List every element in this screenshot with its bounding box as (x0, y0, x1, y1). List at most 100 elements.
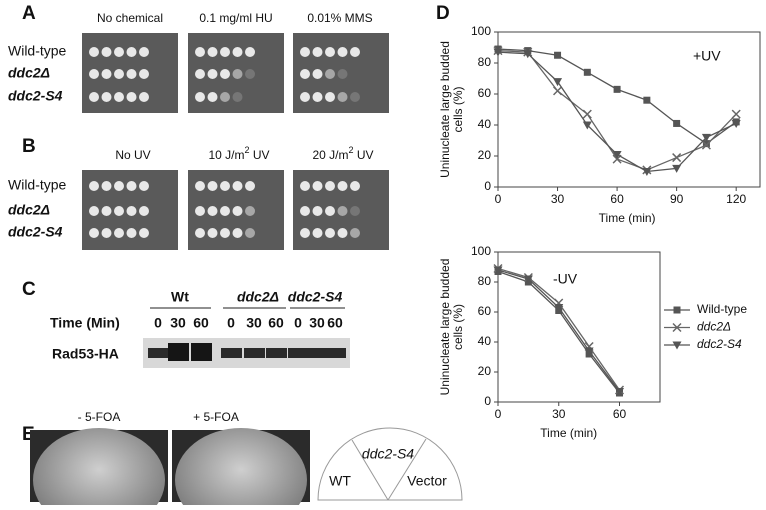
panel-letter: A (22, 3, 36, 24)
colony-spot (325, 206, 335, 216)
colony-spot (139, 92, 149, 102)
x-axis-label: Time (min) (599, 211, 656, 225)
marker-triangle (701, 133, 711, 142)
marker-triangle (554, 304, 564, 312)
row-label: ddc2Δ (8, 65, 50, 81)
time-label: 60 (327, 315, 343, 331)
marker-x (672, 153, 682, 163)
marker-triangle (493, 266, 503, 275)
protein-label: Rad53-HA (52, 346, 119, 362)
blot-band (148, 348, 169, 358)
blot-band (244, 348, 265, 358)
group-label: Wt (171, 289, 189, 305)
marker-triangle (615, 388, 624, 396)
colony-spot (312, 69, 323, 79)
time-label: 0 (154, 315, 162, 331)
colony-spot (195, 47, 205, 57)
colony-spot (195, 206, 205, 216)
marker-triangle (642, 168, 652, 176)
legend-label: ddc2Δ (697, 320, 731, 334)
panel-letter: D (436, 3, 450, 24)
y-tick-label: 20 (478, 148, 492, 162)
colony-spot (312, 47, 323, 57)
x-tick-label: 90 (670, 192, 684, 206)
sector-label: WT (329, 473, 351, 489)
colony-spot (101, 206, 112, 216)
plate-label: - 5-FOA (78, 410, 121, 424)
colony-spot (101, 69, 112, 79)
colony-spot (89, 181, 99, 191)
colony-spot (325, 47, 335, 57)
label-part: UV (354, 148, 374, 162)
colony-spot (89, 206, 99, 216)
y-tick-label: 60 (478, 304, 492, 318)
colony-spot (207, 47, 218, 57)
colony-spot (300, 92, 310, 102)
row-label: Wild-type (8, 43, 67, 59)
colony-spot (139, 47, 149, 57)
legend-label: Wild-type (697, 302, 747, 316)
colony-spot (139, 228, 149, 238)
y-tick-label: 80 (478, 55, 492, 69)
colony-spot (89, 92, 99, 102)
x-tick-label: 30 (551, 192, 565, 206)
annotation: +UV (693, 48, 721, 64)
panel-letter: C (22, 279, 36, 300)
colony-spot (89, 69, 99, 79)
colony-spot (337, 92, 348, 102)
colony-spot (101, 181, 112, 191)
colony-spot (126, 206, 137, 216)
colony-spot (207, 228, 218, 238)
colony-spot (300, 47, 310, 57)
group-label: ddc2-S4 (288, 289, 343, 305)
colony-spot (312, 228, 323, 238)
y-axis-label: cells (%) (451, 86, 465, 132)
row-label: ddc2Δ (8, 202, 50, 218)
colony-spot (207, 181, 218, 191)
colony-spot (195, 69, 205, 79)
y-tick-label: 0 (484, 179, 491, 193)
time-label: Time (Min) (50, 315, 120, 331)
marker-square (554, 51, 562, 59)
column-label: No chemical (97, 11, 163, 25)
colony-spot (101, 47, 112, 57)
column-label: 20 J/m2 UV (312, 145, 373, 162)
row-label: ddc2-S4 (8, 88, 63, 104)
colony-spot (207, 92, 218, 102)
sector-label: ddc2-S4 (362, 446, 414, 462)
time-label: 60 (193, 315, 209, 331)
blot-band (307, 348, 328, 358)
colony-spot (312, 206, 323, 216)
colony-spot (232, 181, 243, 191)
colony-spot (139, 69, 149, 79)
column-label: 0.1 mg/ml HU (199, 11, 272, 25)
colony-spot (245, 206, 255, 216)
colony-spot (245, 47, 255, 57)
marker-triangle (523, 50, 533, 59)
colony-spot (220, 69, 230, 79)
colony-spot (126, 92, 137, 102)
blot-band (221, 348, 242, 358)
annotation: -UV (553, 271, 578, 287)
colony-spot (350, 181, 360, 191)
time-label: 0 (294, 315, 302, 331)
time-label: 30 (309, 315, 325, 331)
marker-x (701, 140, 711, 150)
blot-band (266, 348, 287, 358)
colony-spot (337, 206, 348, 216)
sector-line (387, 438, 427, 501)
colony-spot (101, 92, 112, 102)
colony-spot (325, 181, 335, 191)
colony-spot (232, 228, 243, 238)
blot-band (325, 348, 346, 358)
colony-spot (325, 92, 335, 102)
colony-spot (245, 69, 255, 79)
marker-square (702, 140, 710, 148)
x-tick-label: 60 (613, 407, 627, 421)
colony-spot (232, 206, 243, 216)
colony-spot (350, 206, 360, 216)
marker-x (553, 86, 563, 96)
colony-spot (312, 181, 323, 191)
colony-spot (114, 69, 124, 79)
